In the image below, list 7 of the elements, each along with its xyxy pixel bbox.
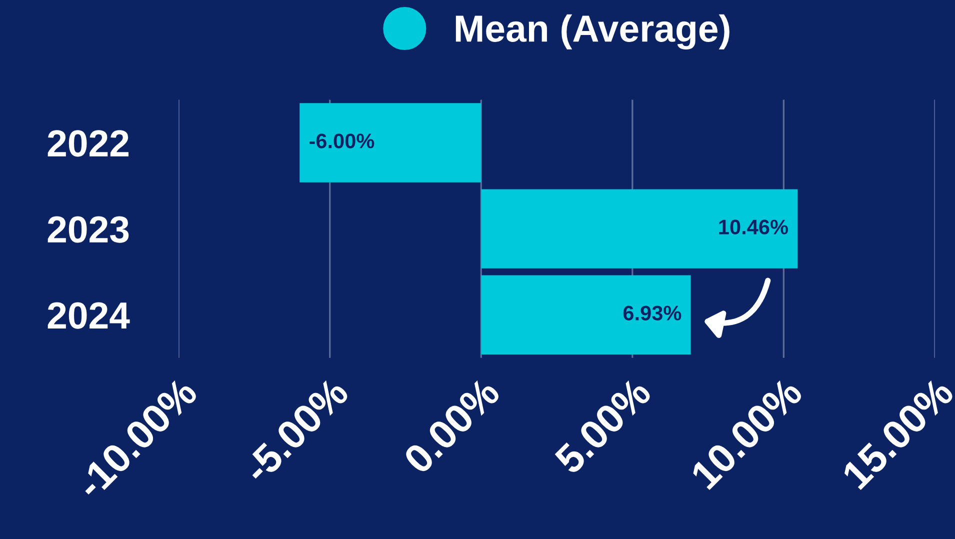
legend-label: Mean (Average) [456,14,730,50]
y-tick-label: 2022 [48,130,128,157]
data-label: 10.46% [719,220,788,234]
data-label: -6.00% [309,134,374,148]
y-tick-label: 2024 [48,302,130,329]
y-tick-label: 2023 [48,216,129,243]
data-label: 6.93% [623,306,682,320]
